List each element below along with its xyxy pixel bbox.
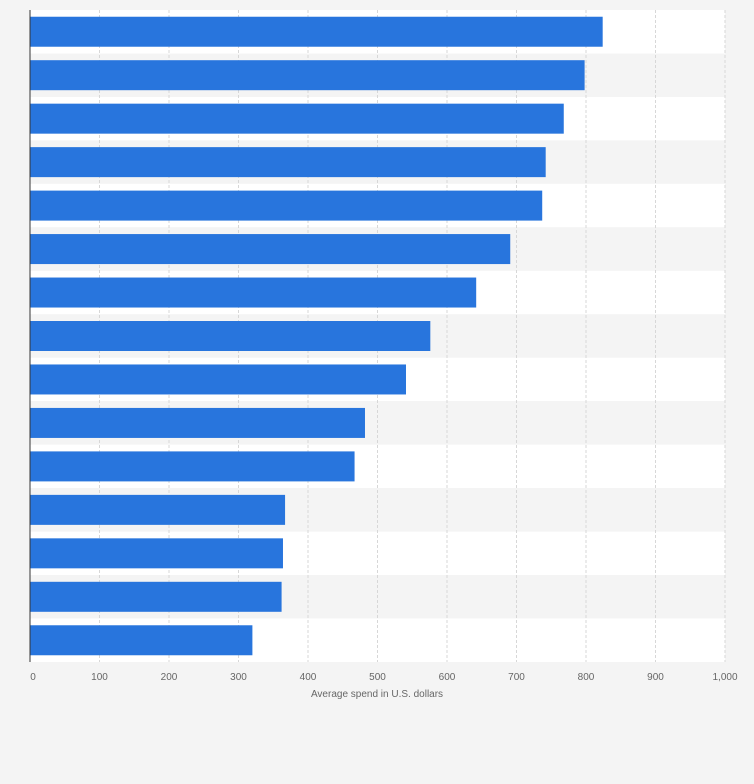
x-tick-label: 400	[300, 672, 317, 683]
x-axis-label: Average spend in U.S. dollars	[311, 689, 443, 700]
bar[interactable]	[30, 494, 286, 525]
x-tick-label: 1,000	[712, 672, 737, 683]
x-tick-label: 100	[91, 672, 108, 683]
x-tick-label: 0	[30, 672, 36, 683]
x-tick-label: 300	[230, 672, 247, 683]
bars	[30, 16, 603, 656]
x-tick-label: 800	[578, 672, 595, 683]
x-tick-label: 600	[439, 672, 456, 683]
bar[interactable]	[30, 103, 564, 134]
x-tick-label: 700	[508, 672, 525, 683]
bar[interactable]	[30, 16, 603, 47]
x-tick-label: 200	[161, 672, 178, 683]
bar[interactable]	[30, 451, 355, 482]
bar[interactable]	[30, 190, 543, 221]
bar[interactable]	[30, 234, 511, 265]
bar[interactable]	[30, 147, 546, 178]
bar[interactable]	[30, 625, 253, 656]
bar[interactable]	[30, 538, 283, 569]
x-tick-label: 900	[647, 672, 664, 683]
bar[interactable]	[30, 60, 585, 91]
bar[interactable]	[30, 364, 406, 395]
bar[interactable]	[30, 407, 365, 438]
bar[interactable]	[30, 277, 477, 308]
bar[interactable]	[30, 321, 431, 351]
x-tick-label: 500	[369, 672, 386, 683]
bar[interactable]	[30, 581, 282, 612]
x-tick-labels: 0 100 200 300 400 500 600 700 800 900 1,000	[30, 672, 738, 683]
